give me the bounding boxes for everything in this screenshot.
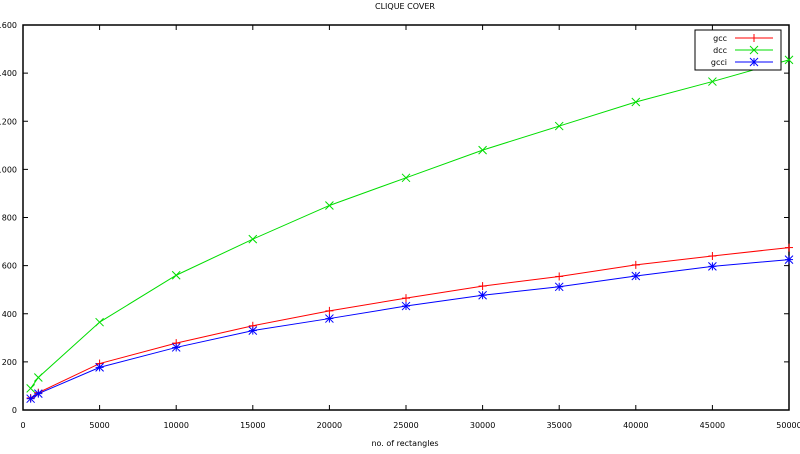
x-tick-label: 40000 [623,421,648,430]
data-point-gcci [401,301,411,311]
series-gcc [26,243,793,402]
data-point-gcci [708,261,717,271]
series-gcci [26,255,794,404]
x-tick-label: 30000 [470,421,495,430]
data-point-dcc [171,270,181,280]
x-tick-label: 20000 [317,421,342,430]
x-tick-label: 25000 [393,421,418,430]
plot-frame [22,24,790,411]
x-tick-label: 45000 [700,421,725,430]
legend-marker-dcc [749,45,759,55]
x-tick-label: 35000 [546,421,571,430]
y-tick-label: 0 [12,406,17,415]
data-point-dcc [325,201,334,210]
x-tick-label: 5000 [89,421,109,430]
data-point-gcci [248,326,258,335]
legend-marker-gcci [749,57,759,67]
data-point-gcci [631,271,641,281]
data-point-gcci [171,343,181,352]
data-point-dcc [248,234,258,244]
data-point-dcc [33,373,43,382]
data-point-dcc [478,145,487,155]
axes: 0 5000 10000 15000 20000 25000 30000 35000 40000… [0,21,800,430]
y-tick-label: 1200 [0,117,17,126]
y-tick-label: 1600 [0,21,17,30]
data-point-gcci [478,290,487,300]
series-dcc [26,55,794,393]
series-group [26,55,794,404]
data-point-gcci [26,394,36,404]
data-point-dcc [26,383,36,393]
data-point-dcc [401,173,411,183]
y-tick-label: 400 [2,310,17,319]
data-point-gcci [554,282,564,292]
y-tick-label: 1000 [0,165,17,174]
data-point-gcci [33,389,43,398]
data-point-gcci [325,314,334,323]
y-tick-label: 1400 [0,69,17,78]
data-point-dcc [708,77,717,86]
legend-label-gcc: gcc [713,34,727,43]
series-line-gcci [30,259,790,400]
legend-label-gcci: gcci [711,58,727,67]
data-point-dcc [95,317,104,327]
y-tick-label: 600 [2,262,17,271]
data-point-gcci [95,363,104,372]
y-tick-label: 200 [2,358,17,367]
series-line-dcc [30,59,790,389]
x-tick-label: 50000 [776,421,800,430]
x-tick-label: 10000 [163,421,188,430]
data-point-dcc [784,55,794,65]
data-point-gcci [784,255,794,264]
series-line-gcc [30,247,790,399]
data-point-dcc [631,97,641,107]
x-tick-label: 0 [20,421,25,430]
y-tick-label: 800 [2,214,17,223]
chart-title: CLIQUE COVER [375,2,435,11]
legend: gcc dcc gcci [694,29,782,71]
data-point-dcc [554,121,564,131]
x-axis-label: no. of rectangles [371,439,438,448]
x-tick-label: 15000 [240,421,265,430]
legend-label-dcc: dcc [713,46,727,55]
